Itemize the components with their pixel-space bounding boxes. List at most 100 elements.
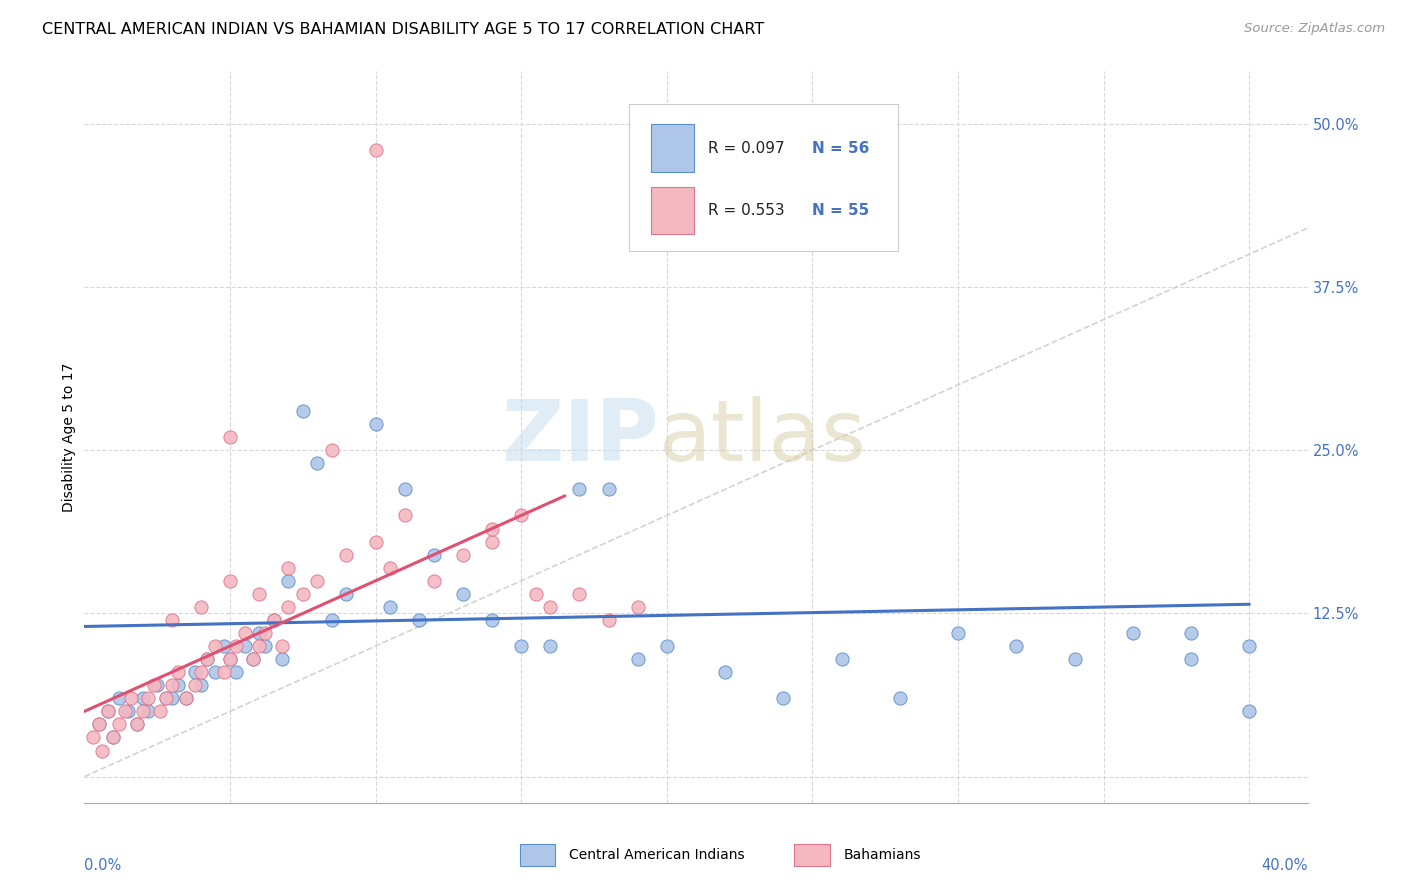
Point (108, 717, 131, 731)
Point (212, 665, 235, 680)
Text: ZIP: ZIP (502, 395, 659, 479)
Point (120, 691, 142, 706)
Text: CENTRAL AMERICAN INDIAN VS BAHAMIAN DISABILITY AGE 5 TO 17 CORRELATION CHART: CENTRAL AMERICAN INDIAN VS BAHAMIAN DISA… (42, 22, 765, 37)
Point (277, 574, 299, 588)
Point (160, 613, 183, 627)
Point (394, 508, 416, 523)
Point (233, 626, 256, 640)
Point (225, 665, 247, 680)
Point (481, 534, 503, 549)
Point (1239, 705, 1261, 719)
Point (831, 652, 853, 666)
Point (247, 587, 270, 601)
Point (184, 678, 207, 692)
Point (204, 665, 226, 680)
Point (184, 665, 207, 680)
Point (247, 639, 270, 653)
Point (408, 613, 430, 627)
Point (97, 705, 120, 719)
Point (212, 639, 235, 653)
Point (364, 534, 387, 549)
Point (451, 548, 474, 562)
Point (627, 599, 650, 614)
Point (510, 639, 533, 653)
Point (714, 665, 737, 680)
Text: 0.0%: 0.0% (84, 858, 121, 872)
Point (335, 548, 357, 562)
Point (117, 705, 139, 719)
Point (82, 731, 104, 745)
Point (307, 574, 329, 588)
Point (598, 483, 620, 497)
Point (143, 678, 166, 692)
Text: Source: ZipAtlas.com: Source: ZipAtlas.com (1244, 22, 1385, 36)
Text: N = 56: N = 56 (813, 141, 869, 156)
Point (87, 717, 110, 731)
Point (1180, 652, 1202, 666)
Point (380, 599, 402, 614)
Point (321, 613, 343, 627)
Text: Bahamians: Bahamians (844, 847, 921, 862)
Text: R = 0.553: R = 0.553 (709, 202, 785, 218)
Point (149, 705, 172, 719)
Point (889, 691, 911, 706)
Point (772, 691, 794, 706)
Point (219, 652, 242, 666)
Point (166, 678, 188, 692)
Point (247, 626, 270, 640)
Point (195, 652, 218, 666)
Point (524, 587, 547, 601)
Point (233, 639, 256, 653)
Point (160, 691, 183, 706)
Point (423, 548, 446, 562)
Point (138, 691, 160, 706)
Point (307, 456, 329, 470)
Point (253, 639, 276, 653)
Point (242, 652, 264, 666)
Point (108, 691, 131, 706)
Text: Central American Indians: Central American Indians (569, 847, 745, 862)
Point (131, 691, 153, 706)
Point (321, 443, 343, 458)
Point (174, 691, 197, 706)
Point (219, 430, 242, 444)
Point (598, 613, 620, 627)
Point (423, 574, 446, 588)
Point (538, 639, 561, 653)
Point (155, 691, 177, 706)
Point (103, 731, 125, 745)
Text: R = 0.097: R = 0.097 (709, 141, 785, 156)
Point (219, 574, 242, 588)
Text: N = 55: N = 55 (813, 202, 869, 218)
Point (103, 731, 125, 745)
Point (1122, 626, 1144, 640)
Point (655, 639, 678, 653)
Point (538, 599, 561, 614)
Point (510, 508, 533, 523)
Point (131, 705, 153, 719)
Point (125, 717, 148, 731)
Y-axis label: Disability Age 5 to 17: Disability Age 5 to 17 (62, 362, 76, 512)
Point (627, 652, 650, 666)
Point (225, 639, 247, 653)
Point (277, 599, 299, 614)
Point (481, 521, 503, 535)
Point (568, 587, 591, 601)
Point (277, 560, 299, 574)
Point (219, 652, 242, 666)
Point (190, 665, 212, 680)
Point (271, 639, 294, 653)
Point (160, 678, 183, 692)
Point (166, 665, 188, 680)
Point (242, 652, 264, 666)
Point (481, 613, 503, 627)
Point (291, 404, 314, 418)
Point (190, 678, 212, 692)
Point (380, 560, 402, 574)
FancyBboxPatch shape (651, 124, 693, 172)
Point (271, 652, 294, 666)
Point (364, 417, 387, 431)
Point (568, 483, 591, 497)
Point (125, 717, 148, 731)
Point (364, 143, 387, 157)
